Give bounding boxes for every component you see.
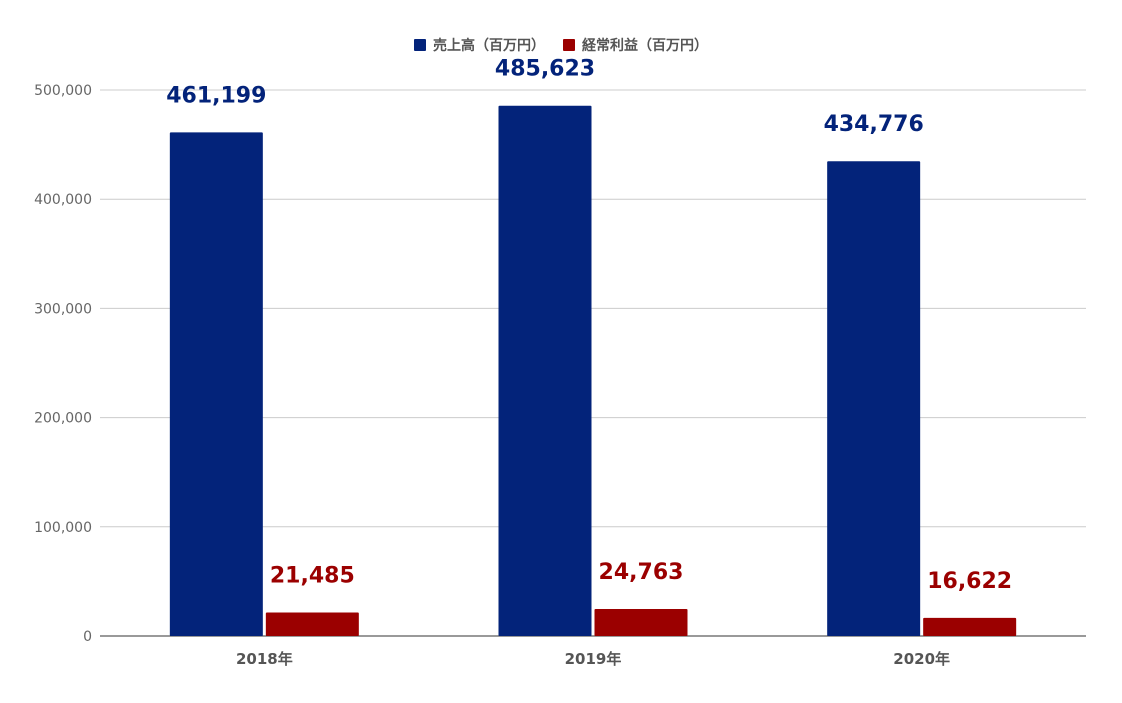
- y-tick-label-0: 0: [83, 629, 92, 645]
- bar-series0-0: [169, 132, 263, 636]
- y-tick-label-4: 400,000: [34, 192, 92, 208]
- x-tick-label-1: 2019年: [565, 650, 622, 668]
- y-tick-label-5: 500,000: [34, 83, 92, 99]
- legend-item-ordinary-profit: 経常利益（百万円）: [563, 35, 708, 55]
- y-tick-label-3: 300,000: [34, 301, 92, 317]
- legend-label-ordinary-profit: 経常利益（百万円）: [582, 38, 708, 54]
- x-tick-label-2: 2020年: [893, 650, 950, 668]
- legend-swatch-ordinary-profit: [563, 39, 575, 51]
- bar-series1-2: [923, 617, 1017, 636]
- data-label-series0-1: 485,623: [495, 57, 595, 82]
- bar-series0-1: [498, 105, 592, 636]
- legend-label-sales: 売上高（百万円）: [433, 38, 545, 54]
- data-label-series1-1: 24,763: [599, 560, 684, 585]
- legend: 売上高（百万円） 経常利益（百万円）: [0, 34, 1122, 56]
- data-label-series1-2: 16,622: [927, 569, 1012, 594]
- y-tick-label-2: 200,000: [34, 411, 92, 427]
- bar-series1-1: [594, 608, 688, 636]
- bar-series0-2: [827, 161, 921, 636]
- legend-item-sales: 売上高（百万円）: [414, 35, 545, 55]
- data-label-series0-2: 434,776: [824, 112, 924, 137]
- legend-swatch-sales: [414, 39, 426, 51]
- data-label-series1-0: 21,485: [270, 564, 355, 589]
- data-label-series0-0: 461,199: [166, 83, 266, 108]
- x-tick-label-0: 2018年: [236, 650, 293, 668]
- y-tick-label-1: 100,000: [34, 520, 92, 536]
- bar-series1-0: [265, 612, 359, 636]
